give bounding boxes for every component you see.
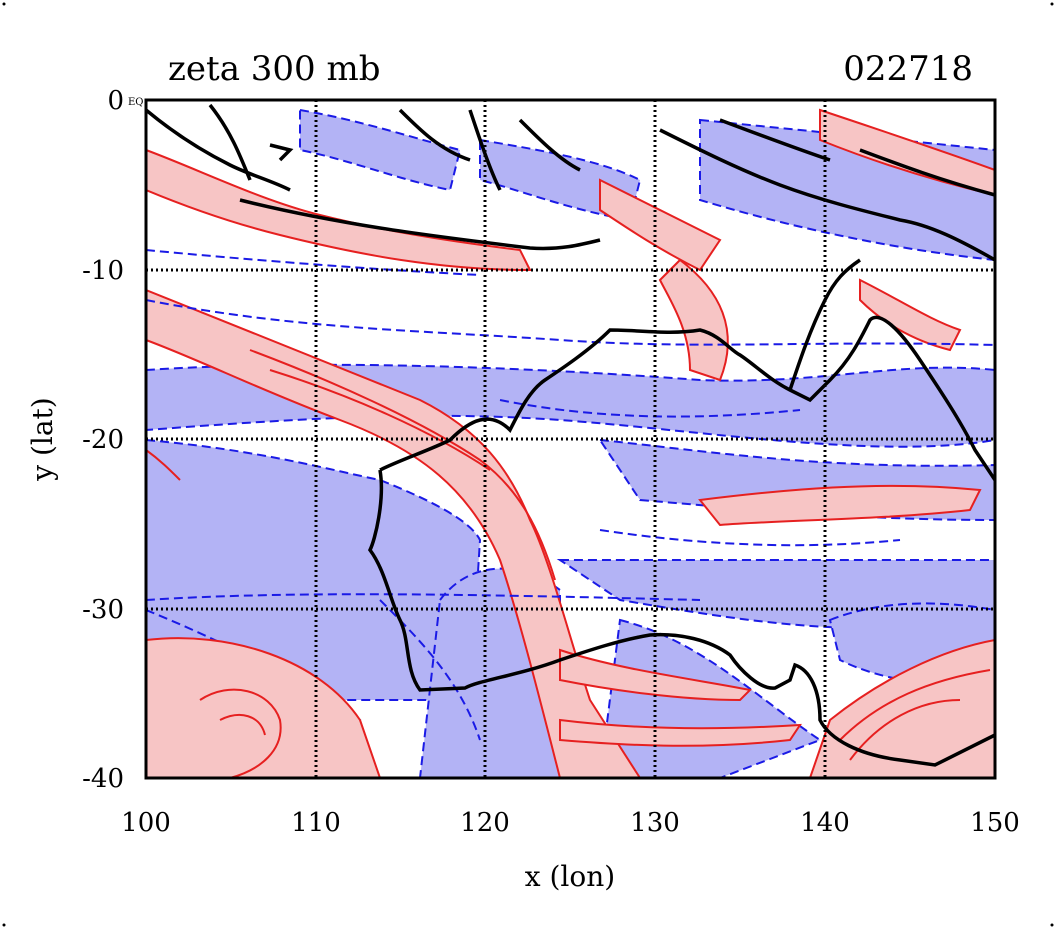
date-label: 022718 [843,49,973,89]
y-tick-labels: 0 -10 -20 -30 -40 [82,86,124,794]
y-tick-label: -30 [82,595,124,625]
chart-title: zeta 300 mb [168,49,380,89]
plot-frame [144,98,997,780]
negative-contour-lines [146,249,995,741]
coastline [146,103,995,767]
y-axis-label: y (lat) [26,397,59,481]
x-axis-label: x (lon) [525,860,615,893]
x-tick-label: 150 [970,808,1020,838]
grid-lines [146,100,995,778]
x-tick-label: 140 [800,808,850,838]
x-tick-label: 130 [630,808,680,838]
y-tick-label: -40 [82,764,124,794]
positive-vorticity-regions [146,108,995,778]
x-tick-label: 120 [460,808,510,838]
x-tick-label: 100 [121,808,171,838]
x-tick-label: 110 [291,808,341,838]
vorticity-field [146,103,995,778]
y-tick-label: 0 [107,86,124,116]
x-tick-labels: 100 110 120 130 140 150 [121,808,1020,838]
y-tick-label: -20 [82,425,124,455]
equator-label: EQ [128,97,144,108]
y-tick-label: -10 [82,256,124,286]
